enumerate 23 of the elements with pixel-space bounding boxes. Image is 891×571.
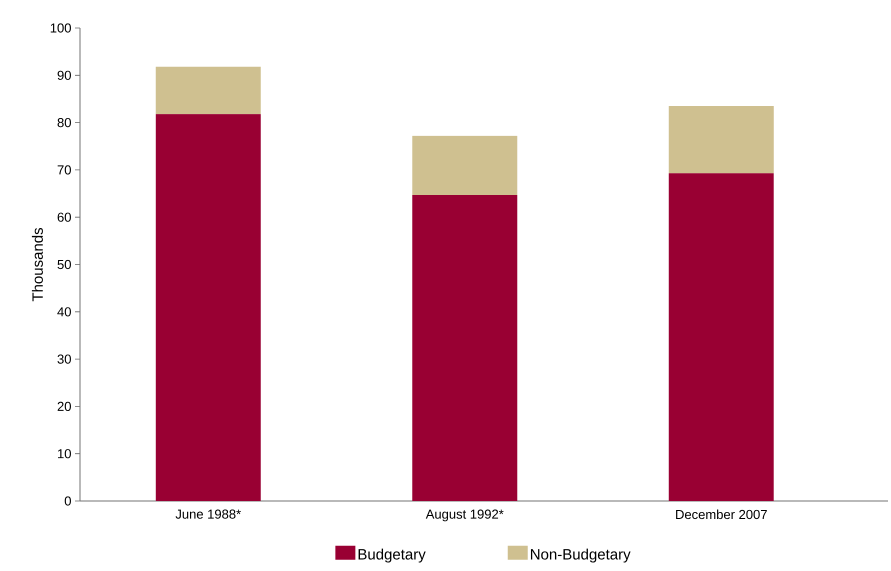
y-tick-label: 50 [58, 260, 71, 270]
y-tick-label: 30 [58, 354, 71, 364]
x-tick-label: June 1988* [176, 510, 241, 519]
y-tick-label: 20 [58, 402, 71, 411]
y-tick-label: 40 [57, 307, 71, 316]
y-tick-label: 70 [58, 165, 71, 174]
legend-label: Budgetary [358, 548, 426, 563]
y-tick-label: 90 [58, 70, 71, 80]
bar [668, 173, 774, 501]
y-axis-title: Thousands [32, 228, 43, 302]
y-tick-label: 100 [50, 23, 71, 33]
bar [668, 106, 774, 174]
bar [156, 66, 261, 114]
bar [412, 136, 518, 195]
x-tick-label: August 1992* [426, 510, 504, 522]
bar [412, 194, 518, 501]
y-tick-label: 10 [58, 449, 71, 458]
legend-label: Non-Budgetary [530, 548, 631, 563]
y-tick-label: 80 [58, 118, 71, 128]
bar [156, 114, 261, 501]
y-tick-label: 0 [64, 496, 71, 506]
x-tick-label: December 2007 [676, 510, 767, 520]
y-tick-label: 60 [58, 212, 71, 222]
